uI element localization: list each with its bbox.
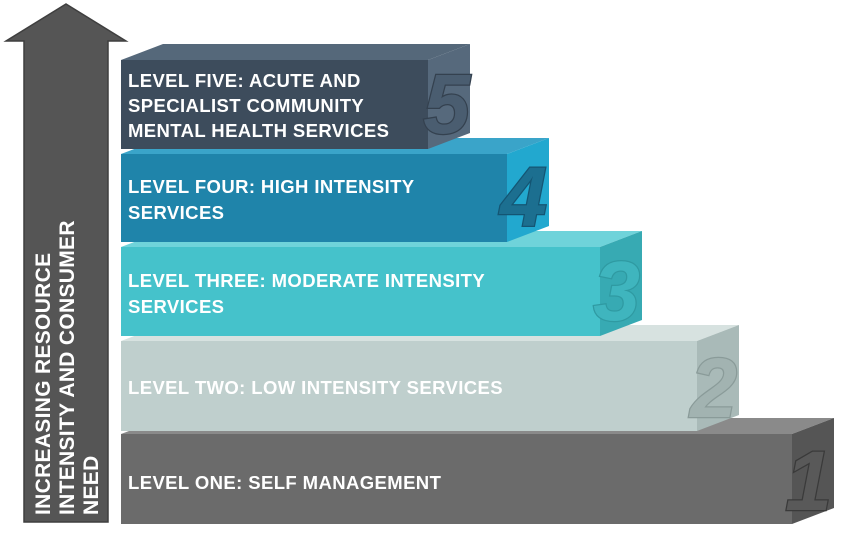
level-five-label-line-1: LEVEL FIVE: ACUTE AND bbox=[128, 70, 361, 91]
level-four-side bbox=[507, 138, 549, 242]
level-four-block: 4 LEVEL FOUR: HIGH INTENSITY SERVICES bbox=[121, 138, 549, 245]
arrow-label-line-1: INCREASING RESOURCE bbox=[32, 253, 55, 515]
level-four-label-line-2: SERVICES bbox=[128, 202, 224, 223]
level-two-block: 2 LEVEL TWO: LOW INTENSITY SERVICES bbox=[121, 325, 739, 436]
level-five-number: 5 bbox=[423, 57, 471, 151]
arrow-label-group: INCREASING RESOURCE INTENSITY AND CONSUM… bbox=[32, 220, 103, 515]
level-three-label-line-1: LEVEL THREE: MODERATE INTENSITY bbox=[128, 270, 485, 291]
level-one-number: 1 bbox=[785, 434, 832, 528]
level-one-front bbox=[121, 434, 792, 524]
level-four-label-line-1: LEVEL FOUR: HIGH INTENSITY bbox=[128, 176, 415, 197]
level-four-number: 4 bbox=[498, 150, 547, 244]
level-five-label-line-2: SPECIALIST COMMUNITY bbox=[128, 95, 364, 116]
arrow-label-line-2: INTENSITY AND CONSUMER bbox=[56, 220, 79, 515]
level-one-side bbox=[792, 418, 834, 524]
level-two-label-line-1: LEVEL TWO: LOW INTENSITY SERVICES bbox=[128, 377, 503, 398]
resource-intensity-arrow: INCREASING RESOURCE INTENSITY AND CONSUM… bbox=[3, 3, 129, 523]
level-five-top bbox=[121, 44, 470, 60]
level-three-front bbox=[121, 247, 600, 336]
level-five-label-line-3: MENTAL HEALTH SERVICES bbox=[128, 120, 389, 141]
level-five-block: 5 LEVEL FIVE: ACUTE AND SPECIALIST COMMU… bbox=[121, 44, 473, 152]
level-four-front bbox=[121, 154, 507, 242]
arrow-shape bbox=[3, 3, 129, 523]
arrow-label-line-3: NEED bbox=[80, 455, 103, 515]
level-two-front bbox=[121, 341, 697, 431]
level-three-block: 3 LEVEL THREE: MODERATE INTENSITY SERVIC… bbox=[121, 231, 642, 339]
level-two-number: 2 bbox=[688, 341, 737, 435]
level-one-block: 1 LEVEL ONE: SELF MANAGEMENT bbox=[121, 418, 834, 529]
level-five-side bbox=[428, 44, 470, 149]
level-one-label-line-1: LEVEL ONE: SELF MANAGEMENT bbox=[128, 472, 442, 493]
level-three-number: 3 bbox=[593, 244, 640, 338]
level-three-label-line-2: SERVICES bbox=[128, 296, 224, 317]
level-five-front bbox=[121, 60, 428, 149]
level-two-side bbox=[697, 325, 739, 431]
level-three-side bbox=[600, 231, 642, 336]
